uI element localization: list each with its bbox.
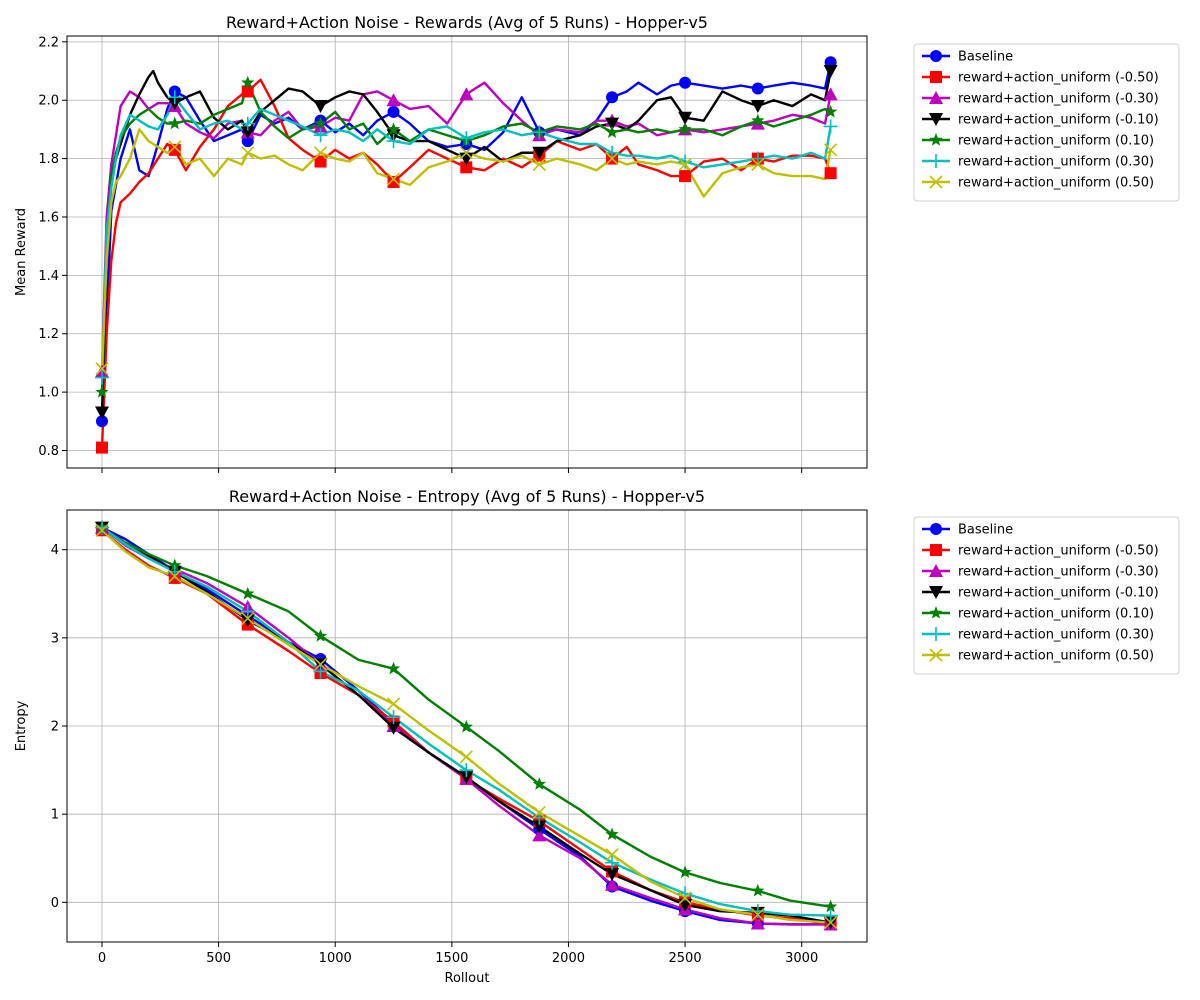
series-2-marker: [388, 176, 400, 188]
legend-marker: [930, 50, 942, 62]
series-1-marker: [752, 83, 764, 95]
series-6-marker: [532, 125, 546, 139]
series-5-marker: [751, 884, 764, 897]
series-4-marker: [95, 407, 109, 420]
y-tick-label: 3: [51, 631, 59, 646]
legend-label: reward+action_uniform (-0.50): [958, 71, 1159, 86]
x-axis-label: Rollout: [445, 971, 490, 986]
y-tick-label: 1.4: [38, 269, 59, 284]
legend-label: reward+action_uniform (0.50): [958, 176, 1154, 191]
series-2-marker: [242, 85, 254, 97]
y-tick-label: 1.0: [38, 386, 59, 401]
x-tick-label: 1500: [435, 951, 468, 966]
plot-area: [95, 56, 838, 453]
legend: Baseline reward+action_uniform (-0.50) rew…: [914, 517, 1179, 674]
series-2-marker: [169, 144, 181, 156]
legend-label: reward+action_uniform (0.10): [958, 607, 1154, 622]
series-line-3: [102, 83, 831, 372]
plot-area: [95, 521, 838, 931]
series-5-marker: [168, 117, 181, 130]
legend-marker: [930, 523, 942, 535]
y-tick-label: 1.2: [38, 327, 59, 342]
legend-label: reward+action_uniform (-0.30): [958, 565, 1159, 580]
y-tick-label: 4: [51, 543, 59, 558]
series-7-marker: [242, 147, 254, 159]
x-tick-label: 3000: [785, 951, 818, 966]
y-tick-label: 0.8: [38, 444, 59, 459]
x-tick-label: 500: [206, 951, 231, 966]
y-tick-label: 0: [51, 896, 59, 911]
y-tick-label: 2.2: [38, 35, 59, 50]
chart-title: Reward+Action Noise - Entropy (Avg of 5 …: [229, 487, 705, 506]
x-tick-label: 2500: [669, 951, 702, 966]
series-3-marker: [459, 87, 473, 100]
y-tick-label: 1.8: [38, 152, 59, 167]
series-6-marker: [678, 155, 692, 169]
legend-marker: [930, 71, 942, 83]
series-1-marker: [388, 106, 400, 118]
y-tick-label: 2.0: [38, 94, 59, 109]
series-2-marker: [96, 442, 108, 454]
series-2-marker: [679, 170, 691, 182]
series-line-4: [102, 71, 831, 413]
legend-label: reward+action_uniform (0.30): [958, 628, 1154, 643]
y-axis-label: Mean Reward: [14, 208, 29, 296]
legend-label: reward+action_uniform (-0.50): [958, 544, 1159, 559]
x-tick-label: 0: [98, 951, 106, 966]
series-5-marker: [241, 587, 254, 600]
chart-2: 0 500 1000 1500 2000 2500 3000 0 1 2 3 4 Reward+Acti…: [14, 487, 1179, 986]
x-tick-label: 2000: [552, 951, 585, 966]
legend-label: reward+action_uniform (-0.30): [958, 92, 1159, 107]
y-tick-label: 1.6: [38, 210, 59, 225]
series-4-marker: [751, 100, 765, 113]
y-tick-label: 1: [51, 808, 59, 823]
x-tick-label: 1000: [319, 951, 352, 966]
legend: Baseline reward+action_uniform (-0.50) rew…: [914, 44, 1179, 201]
series-7-marker: [460, 751, 472, 763]
legend-label: reward+action_uniform (0.30): [958, 155, 1154, 170]
legend-label: reward+action_uniform (-0.10): [958, 113, 1159, 128]
chart-1: 0.8 1.0 1.2 1.4 1.6 1.8 2.0 2.2 Reward+Action No…: [14, 13, 1179, 473]
legend-marker: [930, 544, 942, 556]
legend-label: reward+action_uniform (0.10): [958, 134, 1154, 149]
series-1-marker: [679, 77, 691, 89]
legend-label: reward+action_uniform (-0.10): [958, 586, 1159, 601]
legend-label: Baseline: [958, 50, 1013, 65]
y-tick-label: 2: [51, 720, 59, 735]
series-7-marker: [388, 698, 400, 710]
legend-label: Baseline: [958, 523, 1013, 538]
legend-label: reward+action_uniform (0.50): [958, 649, 1154, 664]
series-4-marker: [314, 100, 328, 113]
series-2-marker: [825, 167, 837, 179]
series-1-marker: [606, 91, 618, 103]
chart-title: Reward+Action Noise - Rewards (Avg of 5 …: [226, 13, 708, 32]
series-4-marker: [824, 65, 838, 78]
series-5-marker: [605, 125, 618, 138]
series-3-marker: [387, 93, 401, 106]
y-axis-label: Entropy: [14, 700, 29, 751]
